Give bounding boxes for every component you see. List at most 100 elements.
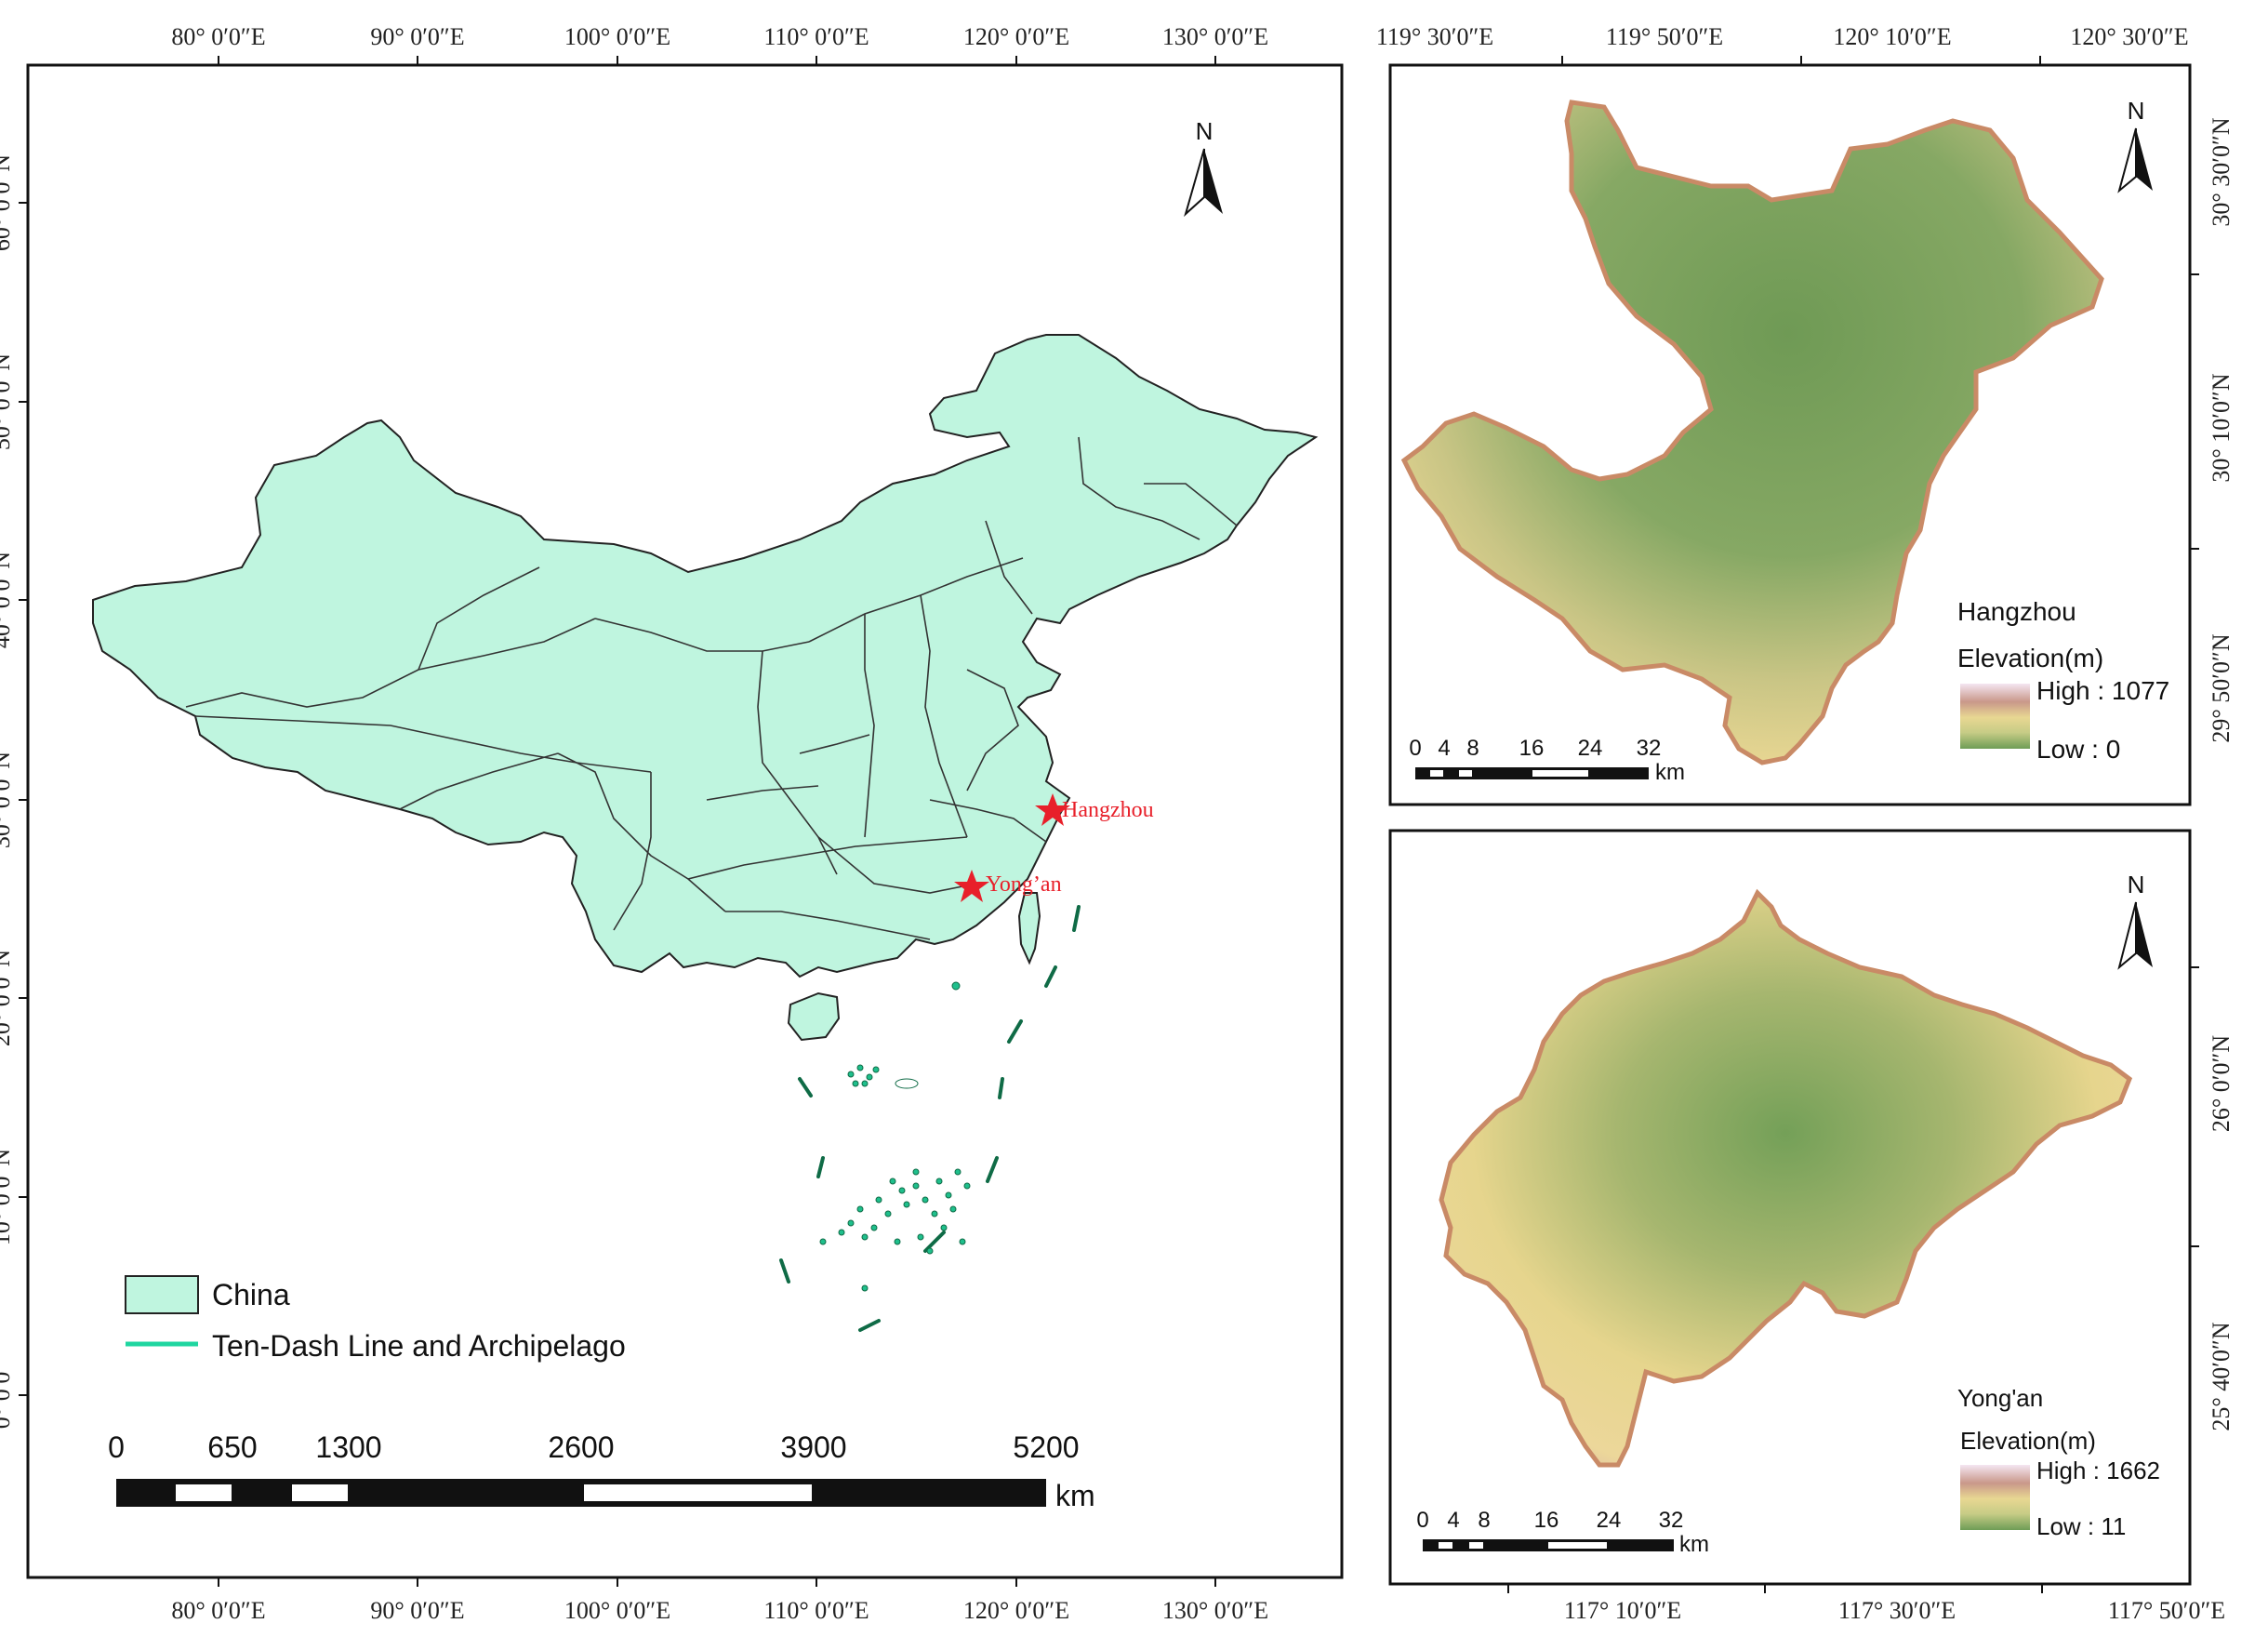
north-label: N: [2128, 97, 2145, 125]
scale-label: 3900: [780, 1430, 846, 1464]
north-arrow: N: [2117, 97, 2153, 193]
hangzhou-legend: Hangzhou Elevation(m) High : 1077 Low : …: [1957, 597, 2169, 764]
lat-tick-label: 30° 10′0″N: [2208, 373, 2235, 482]
city-label: Hangzhou: [1062, 798, 1154, 822]
bottom-lon-tick-label: 110° 0′0″E: [763, 1597, 869, 1624]
yongan-legend: Yong'an Elevation(m) High : 1662 Low : 1…: [1957, 1384, 2160, 1540]
star-icon: [1035, 793, 1070, 826]
scale-label: 4: [1447, 1508, 1459, 1533]
top-lon-tick-label: 120° 30′0″E: [2070, 23, 2188, 50]
top-lon-tick-label: 119° 50′0″E: [1606, 23, 1723, 50]
top-lon-tick-label: 120° 0′0″E: [963, 23, 1069, 50]
top-lon-tick-label: 119° 30′0″E: [1376, 23, 1493, 50]
bottom-lon-tick-label: 120° 0′0″E: [963, 1597, 1069, 1624]
lat-tick-label: 29° 50′0″N: [2208, 633, 2235, 742]
north-label: N: [1196, 117, 1214, 145]
legend-title: Elevation(m): [1960, 1427, 2096, 1455]
yongan-bottom-lon-ticks: 117° 10′0″E 117° 30′0″E 117° 50′0″E: [1507, 1584, 2225, 1624]
china-lat-ticks: 60° 0′0″N 50° 0′0″N 40° 0′0″N 30° 0′0″N …: [0, 154, 28, 1429]
scale-label: 32: [1637, 736, 1662, 761]
bottom-lon-tick-label: 90° 0′0″E: [370, 1597, 464, 1624]
scale-label: 5200: [1013, 1430, 1079, 1464]
hangzhou-scalebar: 0 4 8 16 24 32 km: [1409, 736, 1685, 785]
scale-label: 24: [1597, 1508, 1622, 1533]
china-legend-swatch: [125, 1275, 199, 1314]
legend-high: High : 1077: [2036, 676, 2169, 705]
top-lon-tick-label: 80° 0′0″E: [171, 23, 265, 50]
scale-label: 1300: [315, 1430, 381, 1464]
hangzhou-lat-ticks: 30° 30′0″N 30° 10′0″N 29° 50′0″N: [2190, 117, 2235, 743]
lat-tick-label: 26° 0′0″N: [2208, 1035, 2235, 1132]
bottom-lon-tick-label: 80° 0′0″E: [171, 1597, 265, 1624]
scale-label: 24: [1578, 736, 1603, 761]
bottom-lon-tick-label: 117° 30′0″E: [1838, 1597, 1956, 1624]
yongan-lat-ticks: 26° 0′0″N 25° 40′0″N: [2190, 966, 2235, 1431]
bottom-lon-tick-label: 117° 50′0″E: [2108, 1597, 2225, 1624]
elevation-ramp: [1960, 684, 2030, 749]
north-label: N: [2128, 871, 2145, 898]
scale-label: 2600: [548, 1430, 614, 1464]
bottom-lon-tick-label: 130° 0′0″E: [1162, 1597, 1268, 1624]
legend-low: Low : 0: [2036, 735, 2120, 764]
scale-label: 16: [1519, 736, 1545, 761]
hangzhou-top-lon-ticks: 119° 30′0″E 119° 50′0″E 120° 10′0″E 120°…: [1376, 23, 2189, 65]
top-lon-tick-label: 120° 10′0″E: [1833, 23, 1951, 50]
china-top-lon-ticks: 80° 0′0″E 90° 0′0″E 100° 0′0″E 110° 0′0″…: [171, 23, 1268, 65]
scale-label: 16: [1534, 1508, 1559, 1533]
top-lon-tick-label: 130° 0′0″E: [1162, 23, 1268, 50]
top-lon-tick-label: 90° 0′0″E: [370, 23, 464, 50]
scale-label: 8: [1466, 736, 1479, 761]
taiwan-island: [1017, 892, 1041, 965]
china-landmass: [92, 334, 1319, 978]
scale-label: 4: [1438, 736, 1450, 761]
star-icon: [954, 870, 989, 902]
top-lon-tick-label: 110° 0′0″E: [763, 23, 869, 50]
hangzhou-map-panel: 119° 30′0″E 119° 50′0″E 120° 10′0″E 120°…: [1376, 23, 2235, 806]
legend-low: Low : 11: [2036, 1512, 2126, 1540]
lat-tick-label: 60° 0′0″N: [0, 154, 15, 251]
china-scalebar: 0 650 1300 2600 3900 5200 km: [108, 1430, 1095, 1512]
north-arrow: N: [2117, 871, 2153, 970]
scale-label: 0: [1416, 1508, 1428, 1533]
city-marker-yongan: Yong’an: [954, 870, 1062, 902]
scale-unit: km: [1679, 1532, 1709, 1557]
scale-label: 32: [1659, 1508, 1684, 1533]
scale-label: 650: [207, 1430, 257, 1464]
lat-tick-label: 50° 0′0″N: [0, 353, 15, 450]
lat-tick-label: 25° 40′0″N: [2208, 1322, 2235, 1430]
hangzhou-elevation-map: [1400, 100, 2104, 765]
china-legend: China Ten-Dash Line and Archipelago: [125, 1275, 626, 1363]
ten-dash-line: [779, 905, 1081, 1332]
scalebar-bar: [1415, 767, 1649, 779]
china-legend-label: China: [212, 1278, 290, 1311]
china-bottom-lon-ticks: 80° 0′0″E 90° 0′0″E 100° 0′0″E 110° 0′0″…: [171, 1577, 1268, 1624]
lat-tick-label: 30° 30′0″N: [2208, 117, 2235, 226]
scale-unit: km: [1055, 1479, 1095, 1512]
lat-tick-label: 30° 0′0″N: [0, 752, 15, 848]
scale-label: 0: [1409, 736, 1421, 761]
top-lon-tick-label: 100° 0′0″E: [564, 23, 670, 50]
city-label: Yong’an: [986, 872, 1062, 897]
yongan-elevation-map: [1439, 888, 2133, 1468]
yongan-scalebar: 0 4 8 16 24 32 km: [1416, 1508, 1709, 1557]
province-boundaries: [185, 436, 1238, 940]
legend-title: Elevation(m): [1957, 644, 2103, 672]
lat-tick-label: 10° 0′0″N: [0, 1149, 15, 1245]
north-arrow: N: [1184, 117, 1223, 218]
legend-high: High : 1662: [2036, 1457, 2160, 1484]
yongan-map-panel: 117° 10′0″E 117° 30′0″E 117° 50′0″E 26° …: [1388, 829, 2235, 1624]
map-title: Yong'an: [1957, 1384, 2043, 1412]
scale-unit: km: [1655, 760, 1685, 785]
hainan-island: [787, 991, 841, 1042]
scale-label: 8: [1478, 1508, 1490, 1533]
lat-tick-label: 0° 0′0″: [0, 1362, 15, 1429]
bottom-lon-tick-label: 117° 10′0″E: [1564, 1597, 1681, 1624]
lat-tick-label: 40° 0′0″N: [0, 552, 15, 648]
map-title: Hangzhou: [1957, 597, 2076, 626]
south-sea-islands: [819, 981, 971, 1292]
city-marker-hangzhou: Hangzhou: [1035, 793, 1154, 826]
dash-legend-label: Ten-Dash Line and Archipelago: [212, 1329, 626, 1363]
scale-label: 0: [108, 1430, 125, 1464]
bottom-lon-tick-label: 100° 0′0″E: [564, 1597, 670, 1624]
